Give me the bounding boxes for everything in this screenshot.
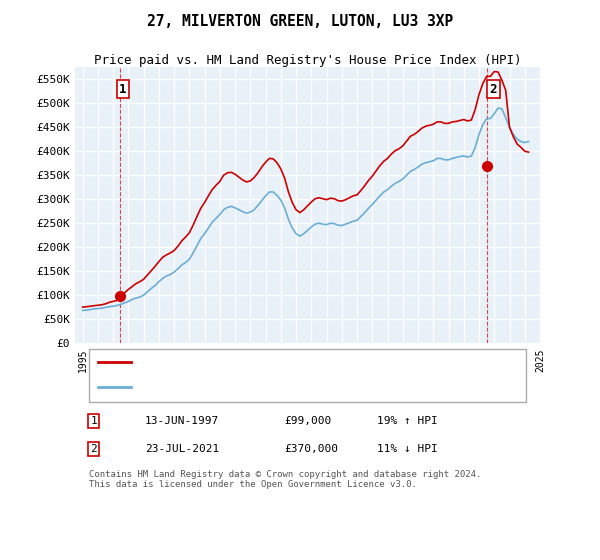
Text: 23-JUL-2021: 23-JUL-2021 [145, 444, 219, 454]
Text: 19% ↑ HPI: 19% ↑ HPI [377, 416, 438, 426]
Text: £99,000: £99,000 [284, 416, 331, 426]
FancyBboxPatch shape [89, 349, 526, 402]
Text: 27, MILVERTON GREEN, LUTON, LU3 3XP (detached house): 27, MILVERTON GREEN, LUTON, LU3 3XP (det… [140, 357, 465, 367]
Text: 11% ↓ HPI: 11% ↓ HPI [377, 444, 438, 454]
Text: 1: 1 [119, 83, 127, 96]
Text: HPI: Average price, detached house, Luton: HPI: Average price, detached house, Luto… [140, 381, 397, 391]
Text: 1: 1 [90, 416, 97, 426]
Title: Price paid vs. HM Land Registry's House Price Index (HPI): Price paid vs. HM Land Registry's House … [94, 54, 521, 67]
Text: 13-JUN-1997: 13-JUN-1997 [145, 416, 219, 426]
Text: Contains HM Land Registry data © Crown copyright and database right 2024.
This d: Contains HM Land Registry data © Crown c… [89, 470, 481, 489]
Text: 27, MILVERTON GREEN, LUTON, LU3 3XP: 27, MILVERTON GREEN, LUTON, LU3 3XP [147, 14, 453, 29]
Text: 2: 2 [490, 83, 497, 96]
Text: £370,000: £370,000 [284, 444, 338, 454]
Text: 2: 2 [90, 444, 97, 454]
